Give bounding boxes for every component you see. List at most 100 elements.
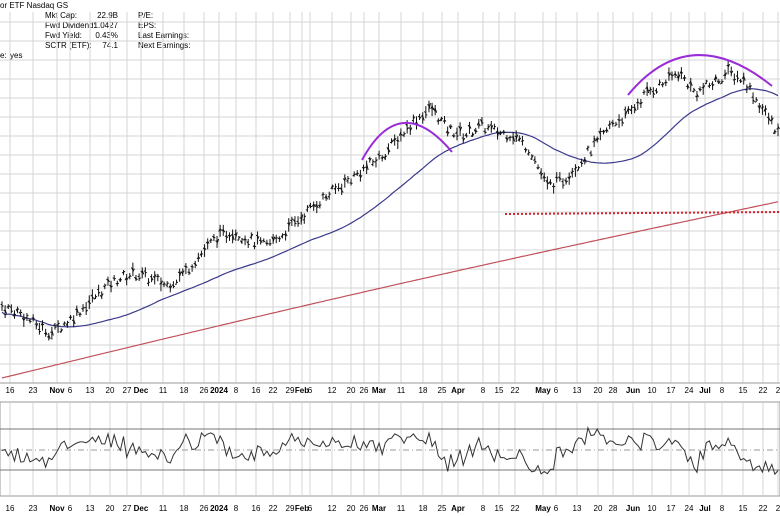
ohlc-bar — [530, 154, 534, 160]
ohlc-bar — [162, 281, 166, 288]
ohlc-bar — [676, 71, 681, 82]
x-tick-label: 18 — [180, 504, 189, 513]
ohlc-bar — [218, 224, 222, 237]
ohlc-bar — [707, 82, 711, 89]
ohlc-bar — [726, 60, 731, 75]
ohlc-bar — [174, 279, 179, 286]
stat-label: SCTR (ETF): — [45, 41, 92, 50]
ohlc-bar — [383, 154, 388, 161]
ohlc-bar — [290, 216, 294, 227]
earnings-label: Last Earnings: — [138, 31, 189, 40]
x-tick-label: 18 — [419, 386, 428, 395]
ohlc-bar — [754, 97, 759, 103]
ohlc-bar — [330, 184, 335, 190]
ohlc-bar — [601, 129, 606, 135]
ohlc-bar — [592, 135, 597, 148]
ohlc-bar — [37, 322, 42, 335]
x-tick-label: 20 — [594, 386, 603, 395]
x-tick-label: Feb — [295, 504, 309, 513]
ohlc-bar — [610, 119, 615, 127]
ohlc-bar — [299, 211, 304, 225]
ohlc-bar — [673, 71, 678, 78]
ohlc-bar — [293, 216, 297, 227]
x-tick-label: 11 — [397, 386, 406, 395]
ohlc-bar — [626, 106, 631, 114]
ohlc-bar — [118, 277, 123, 282]
resistance-arc-march — [361, 122, 453, 161]
ohlc-bar — [321, 192, 325, 200]
ohlc-bar — [202, 244, 207, 257]
ohlc-bar — [103, 283, 107, 290]
ohlc-bar — [352, 171, 356, 177]
ohlc-bar — [190, 264, 194, 272]
ohlc-bar — [633, 104, 637, 114]
ohlc-bar — [128, 273, 132, 280]
ohlc-bar — [314, 200, 319, 214]
ohlc-bar — [121, 270, 126, 276]
ohlc-bar — [417, 113, 422, 121]
ohlc-bar — [205, 238, 210, 250]
x-tick-label: 18 — [180, 386, 189, 395]
ohlc-bar — [402, 131, 406, 138]
ohlc-bar — [255, 231, 260, 245]
ohlc-bar — [99, 291, 104, 300]
ohlc-bar — [448, 124, 453, 130]
x-tick-label: 6 — [308, 386, 313, 395]
x-tick-label: 22 — [511, 386, 520, 395]
ohlc-bar — [308, 202, 313, 209]
ohlc-bar — [93, 294, 98, 300]
ohlc-bar — [3, 305, 8, 318]
ohlc-bar — [327, 191, 331, 200]
ohlc-bar — [177, 268, 182, 282]
x-tick-label: 22 — [759, 504, 768, 513]
ohlc-bar — [168, 283, 173, 293]
ohlc-bar — [187, 268, 191, 276]
x-tick-label: 22 — [511, 504, 520, 513]
ohlc-bar — [704, 79, 708, 85]
ohlc-bar — [763, 105, 768, 116]
ohlc-bar — [6, 304, 11, 309]
ohlc-bar — [757, 102, 762, 114]
ohlc-bar — [146, 278, 150, 287]
x-tick-label: 29 — [286, 386, 295, 395]
ohlc-bar — [576, 166, 581, 172]
ohlc-bar — [551, 183, 556, 194]
ohlc-bar — [735, 70, 740, 83]
ohlc-bar — [479, 117, 484, 126]
x-tick-label: 8 — [234, 386, 239, 395]
x-tick-label: Apr — [451, 504, 465, 513]
x-tick-label: Nov — [49, 386, 65, 395]
x-tick-label: 20 — [347, 504, 356, 513]
ohlc-bar — [414, 116, 419, 130]
ohlc-bar — [40, 320, 45, 331]
ohlc-bar — [258, 237, 263, 245]
x-tick-label: 17 — [667, 386, 676, 395]
support-dotted-line — [504, 211, 780, 215]
ohlc-bar — [75, 305, 79, 316]
ohlc-bar — [607, 120, 612, 130]
ohlc-bar — [629, 105, 634, 115]
ohlc-bar — [508, 135, 512, 142]
ohlc-bar — [598, 127, 602, 141]
x-tick-label: Dec — [134, 504, 149, 513]
ohlc-bar — [514, 130, 519, 143]
ohlc-bar — [333, 183, 338, 195]
ohlc-bar — [451, 133, 456, 138]
x-tick-label: 16 — [6, 386, 15, 395]
stat-label: Mkt Cap: — [45, 11, 77, 20]
x-tick-label: 8 — [481, 504, 486, 513]
x-tick-label: 28 — [609, 504, 618, 513]
x-tick-label: 16 — [252, 386, 261, 395]
x-tick-label: 6 — [68, 504, 73, 513]
ohlc-bar — [511, 131, 516, 145]
ohlc-bar — [567, 172, 572, 185]
earnings-label: P/E: — [138, 11, 153, 20]
x-tick-label: 15 — [739, 386, 748, 395]
ohlc-bar — [193, 260, 198, 269]
x-tick-label: 15 — [739, 504, 748, 513]
x-tick-label: Jul — [699, 504, 711, 513]
ohlc-bar — [28, 318, 32, 324]
x-tick-label: 13 — [573, 504, 582, 513]
